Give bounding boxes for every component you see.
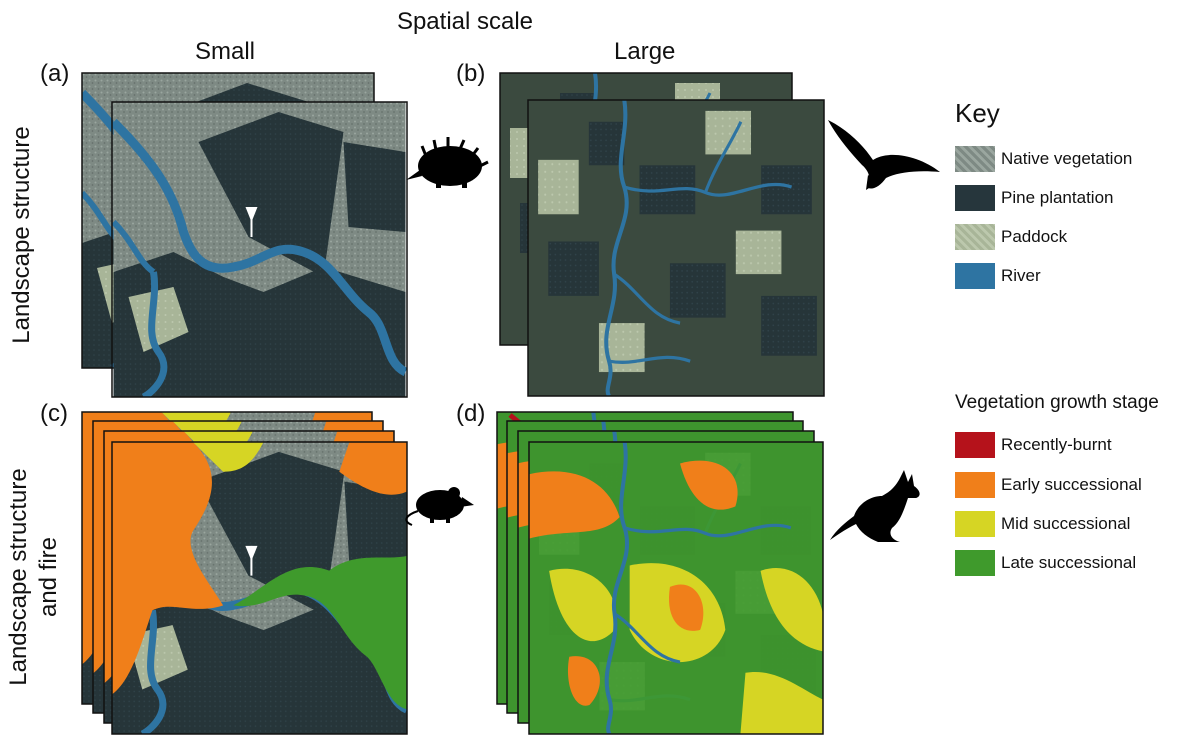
- growth-stage-title: Vegetation growth stage: [955, 392, 1159, 413]
- eagle-icon: [828, 120, 940, 190]
- legend-swatch: [955, 472, 995, 498]
- panel-label-b: (b): [456, 60, 486, 87]
- panel-a-map-front: [111, 101, 408, 398]
- legend-label: Native vegetation: [1001, 149, 1133, 168]
- legend-swatch: [955, 146, 995, 172]
- legend-label: Early successional: [1001, 475, 1142, 494]
- panel-label-c: (c): [40, 400, 68, 427]
- legend-label: Mid successional: [1001, 514, 1131, 533]
- column-title-large: Large: [614, 38, 676, 65]
- legend-label: Late successional: [1001, 553, 1137, 572]
- legend-swatch: [955, 511, 995, 537]
- legend-label: Paddock: [1001, 227, 1068, 246]
- column-title-small: Small: [195, 38, 256, 65]
- figure-title: Spatial scale: [396, 8, 534, 35]
- echidna-icon: [406, 137, 489, 188]
- legend-swatch: [955, 185, 995, 211]
- legend-swatch: [955, 263, 995, 289]
- key-title: Key: [955, 98, 1000, 128]
- legend-swatch: [955, 432, 995, 458]
- panel-d-map-stack: [496, 411, 824, 735]
- mouse-icon: [405, 487, 474, 526]
- panel-label-d: (d): [456, 400, 486, 427]
- panel-c-map-stack: [81, 411, 408, 735]
- panel-label-a: (a): [40, 60, 70, 87]
- legend-label: Recently-burnt: [1001, 435, 1112, 454]
- legend-label: Pine plantation: [1001, 188, 1114, 207]
- panel-b-map-front: [527, 99, 825, 397]
- kangaroo-icon: [830, 470, 920, 542]
- legend-label: River: [1001, 266, 1041, 285]
- legend-swatch: [955, 550, 995, 576]
- legend-swatch: [955, 224, 995, 250]
